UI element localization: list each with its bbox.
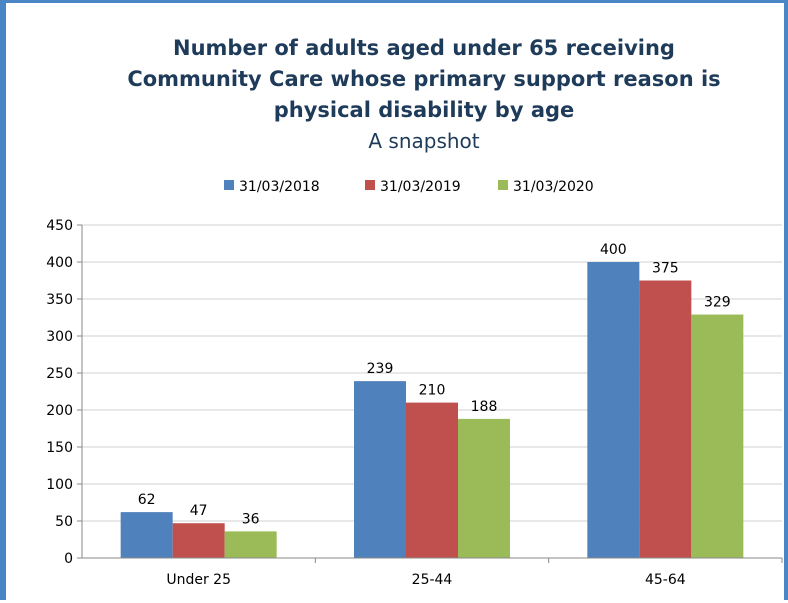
bar xyxy=(639,280,692,558)
bar xyxy=(224,531,277,558)
chart-title-line-3: physical disability by age xyxy=(274,98,575,122)
data-label: 188 xyxy=(471,399,498,415)
legend-swatch xyxy=(365,180,375,190)
legend-swatch xyxy=(498,180,508,190)
x-tick-label: 45-64 xyxy=(645,572,686,588)
data-label: 62 xyxy=(138,492,156,508)
data-label: 47 xyxy=(190,503,208,519)
data-label: 400 xyxy=(600,242,627,258)
y-tick-label: 300 xyxy=(46,329,73,345)
legend-label: 31/03/2018 xyxy=(239,179,320,195)
legend-label: 31/03/2020 xyxy=(513,179,594,195)
bar xyxy=(691,314,744,558)
data-label: 329 xyxy=(704,295,731,311)
y-tick-label: 100 xyxy=(46,477,73,493)
gridlines xyxy=(82,224,782,522)
y-tick-label: 400 xyxy=(46,255,73,271)
y-tick-label: 250 xyxy=(46,366,73,382)
x-tick-label: Under 25 xyxy=(166,572,231,588)
data-label: 375 xyxy=(652,261,679,277)
y-tick-label: 0 xyxy=(64,551,73,567)
data-label: 239 xyxy=(367,361,394,377)
bar xyxy=(172,523,225,558)
chart-titles: Number of adults aged under 65 receiving… xyxy=(127,36,720,153)
x-tick-label: 25-44 xyxy=(412,572,453,588)
data-label: 36 xyxy=(242,511,260,527)
legend-label: 31/03/2019 xyxy=(380,179,461,195)
y-tick-label: 50 xyxy=(55,514,73,530)
axes: 0 50 100 150 200 250 300 350 400 450 Under 25 25-44… xyxy=(46,218,783,588)
bar xyxy=(406,402,458,558)
bar xyxy=(587,262,640,558)
y-tick-label: 450 xyxy=(46,218,73,234)
y-tick-label: 200 xyxy=(46,403,73,419)
bar xyxy=(354,381,406,558)
chart-title-line-2: Community Care whose primary support rea… xyxy=(127,67,720,91)
legend: 31/03/2018 31/03/2019 31/03/2020 xyxy=(224,179,594,195)
y-tick-label: 150 xyxy=(46,440,73,456)
bar-chart: Number of adults aged under 65 receiving… xyxy=(46,36,783,588)
bar xyxy=(120,512,173,558)
data-labels: 62 47 36 239 210 188 400 375 329 xyxy=(138,242,731,527)
chart-subtitle: A snapshot xyxy=(368,129,479,153)
y-tick-label: 350 xyxy=(46,292,73,308)
bar xyxy=(458,418,510,558)
chart-title-line-1: Number of adults aged under 65 receiving xyxy=(173,36,675,60)
bars xyxy=(120,262,744,558)
data-label: 210 xyxy=(419,383,446,399)
legend-swatch xyxy=(224,180,234,190)
